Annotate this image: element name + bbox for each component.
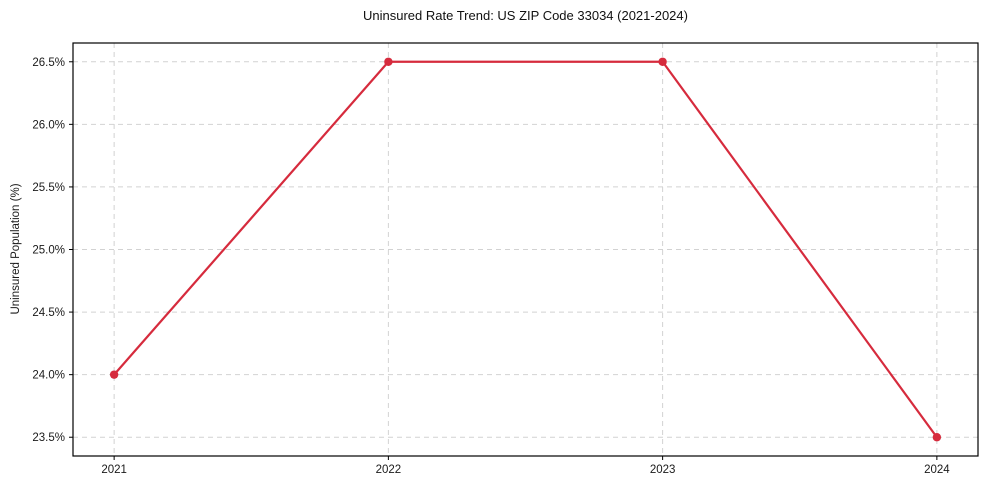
x-tick-label: 2024	[924, 464, 950, 476]
y-tick-label: 26.5%	[32, 57, 65, 69]
y-tick-label: 26.0%	[32, 119, 65, 131]
chart-title: Uninsured Rate Trend: US ZIP Code 33034 …	[363, 8, 688, 23]
data-point-2021	[109, 370, 119, 379]
y-tick-label: 24.0%	[32, 370, 65, 382]
y-tick-label: 25.0%	[32, 245, 65, 257]
data-point-2023	[658, 57, 667, 66]
x-tick-label: 2022	[376, 464, 402, 476]
x-tick-label: 2021	[101, 464, 127, 476]
y-tick-label: 23.5%	[32, 432, 65, 444]
y-tick-label: 25.5%	[32, 182, 65, 194]
plot-border	[72, 42, 979, 457]
data-point-2022	[384, 57, 393, 66]
data-point-2024	[932, 433, 942, 442]
trend-line	[113, 60, 938, 439]
x-tick-label: 2023	[650, 464, 676, 476]
y-tick-label: 24.5%	[32, 307, 65, 319]
